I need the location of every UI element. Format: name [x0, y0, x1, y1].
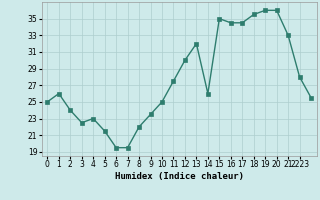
X-axis label: Humidex (Indice chaleur): Humidex (Indice chaleur): [115, 172, 244, 181]
